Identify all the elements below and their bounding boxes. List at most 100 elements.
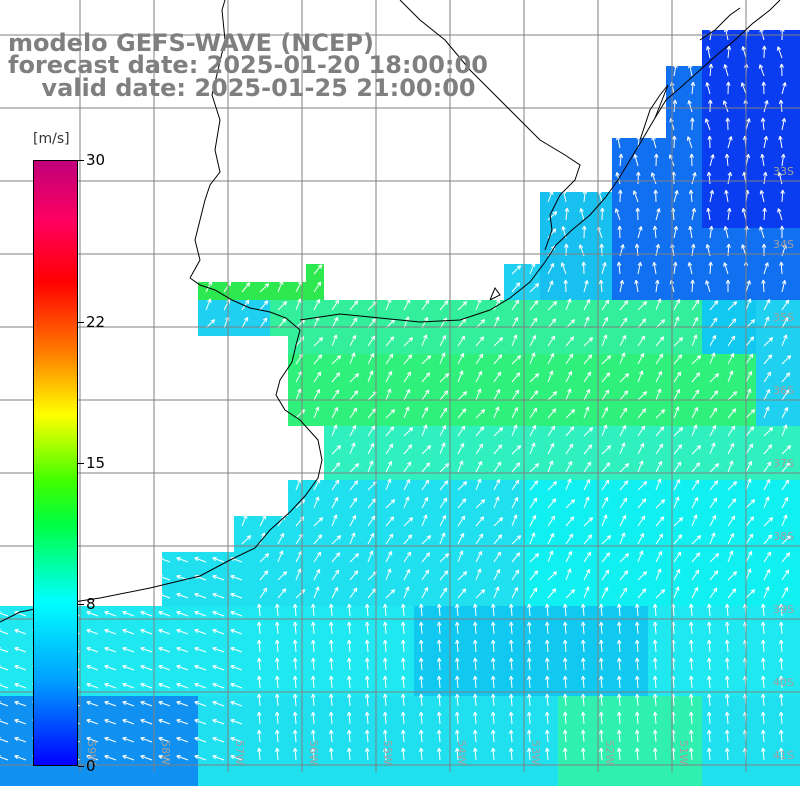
- field-cell: [306, 660, 324, 678]
- field-cell: [108, 642, 126, 660]
- field-cell: [666, 66, 684, 84]
- field-cell: [684, 120, 702, 138]
- wind-arrow: [763, 298, 771, 311]
- wind-arrow: [493, 478, 501, 491]
- field-cell: [234, 624, 252, 642]
- field-cell: [648, 714, 666, 732]
- field-cell: [198, 606, 216, 624]
- wind-arrow: [349, 334, 357, 347]
- field-cell: [612, 192, 630, 210]
- field-cell: [0, 714, 18, 732]
- field-cell: [738, 480, 756, 498]
- wind-arrow: [763, 371, 772, 383]
- field-cell: [288, 660, 306, 678]
- field-cell: [90, 696, 108, 714]
- wind-arrow: [705, 45, 711, 59]
- field-cell: [486, 714, 504, 732]
- field-cell: [702, 768, 720, 786]
- wind-arrow: [650, 172, 657, 185]
- wind-arrow: [565, 388, 572, 401]
- field-cell: [198, 732, 216, 750]
- wind-arrow: [655, 443, 664, 455]
- wind-arrow: [547, 190, 554, 203]
- field-cell: [234, 642, 252, 660]
- field-cell: [144, 714, 162, 732]
- field-cell: [432, 642, 450, 660]
- field-cell: [684, 660, 702, 678]
- wind-arrow: [637, 408, 647, 419]
- field-cell: [144, 678, 162, 696]
- field-cell: [360, 714, 378, 732]
- field-cell: [216, 552, 234, 570]
- colorbar-tick-label: 0: [86, 757, 96, 775]
- wind-arrow: [241, 299, 250, 311]
- wind-arrow: [277, 318, 287, 329]
- field-cell: [180, 678, 198, 696]
- wind-arrow: [439, 317, 448, 329]
- field-cell: [648, 768, 666, 786]
- field-cell: [558, 480, 576, 498]
- field-cell: [378, 390, 396, 408]
- field-cell: [504, 336, 522, 354]
- wind-arrow: [295, 388, 302, 401]
- field-cell: [486, 498, 504, 516]
- field-cell: [576, 678, 594, 696]
- field-cell: [450, 462, 468, 480]
- wind-arrow: [331, 316, 339, 329]
- field-cell: [216, 750, 234, 768]
- field-cell: [72, 768, 90, 786]
- wind-arrow: [403, 478, 411, 491]
- field-cell: [540, 192, 558, 210]
- wind-arrow: [762, 207, 767, 221]
- field-cell: [594, 516, 612, 534]
- field-cell: [396, 750, 414, 768]
- field-cell: [792, 552, 800, 570]
- field-cell: [162, 714, 180, 732]
- field-cell: [648, 300, 666, 318]
- field-cell: [738, 570, 756, 588]
- field-cell: [378, 750, 396, 768]
- wind-arrow: [780, 27, 785, 41]
- field-cell: [360, 462, 378, 480]
- field-cell: [324, 714, 342, 732]
- field-cell: [0, 642, 18, 660]
- wind-arrow: [672, 99, 678, 113]
- wind-arrow: [583, 280, 589, 293]
- wind-arrow: [759, 226, 765, 239]
- field-cell: [378, 642, 396, 660]
- field-cell: [720, 192, 738, 210]
- wind-arrow: [583, 461, 592, 473]
- field-cell: [630, 282, 648, 300]
- wind-arrow: [759, 28, 765, 41]
- wind-arrow: [691, 334, 698, 347]
- wind-arrow: [637, 352, 645, 365]
- field-cell: [342, 534, 360, 552]
- wind-arrow: [691, 424, 698, 437]
- field-cell: [234, 516, 252, 534]
- field-cell: [522, 732, 540, 750]
- wind-arrow: [761, 279, 766, 293]
- field-cell: [504, 660, 522, 678]
- field-cell: [522, 264, 540, 282]
- field-cell: [720, 156, 738, 174]
- field-cell: [702, 678, 720, 696]
- field-cell: [342, 678, 360, 696]
- field-cell: [612, 678, 630, 696]
- wind-arrow: [547, 460, 554, 473]
- wind-arrow: [403, 406, 410, 419]
- longitude-label: 55W: [381, 740, 394, 765]
- wind-arrow: [367, 352, 375, 365]
- field-cell: [288, 480, 306, 498]
- wind-arrow: [493, 298, 501, 311]
- field-cell: [144, 696, 162, 714]
- field-cell: [594, 606, 612, 624]
- field-cell: [630, 678, 648, 696]
- field-cell: [216, 732, 234, 750]
- wind-arrow: [636, 171, 641, 185]
- field-cell: [504, 624, 522, 642]
- field-cell: [594, 624, 612, 642]
- field-cell: [540, 660, 558, 678]
- field-cell: [774, 30, 792, 48]
- field-cell: [324, 660, 342, 678]
- wind-arrow: [457, 352, 465, 365]
